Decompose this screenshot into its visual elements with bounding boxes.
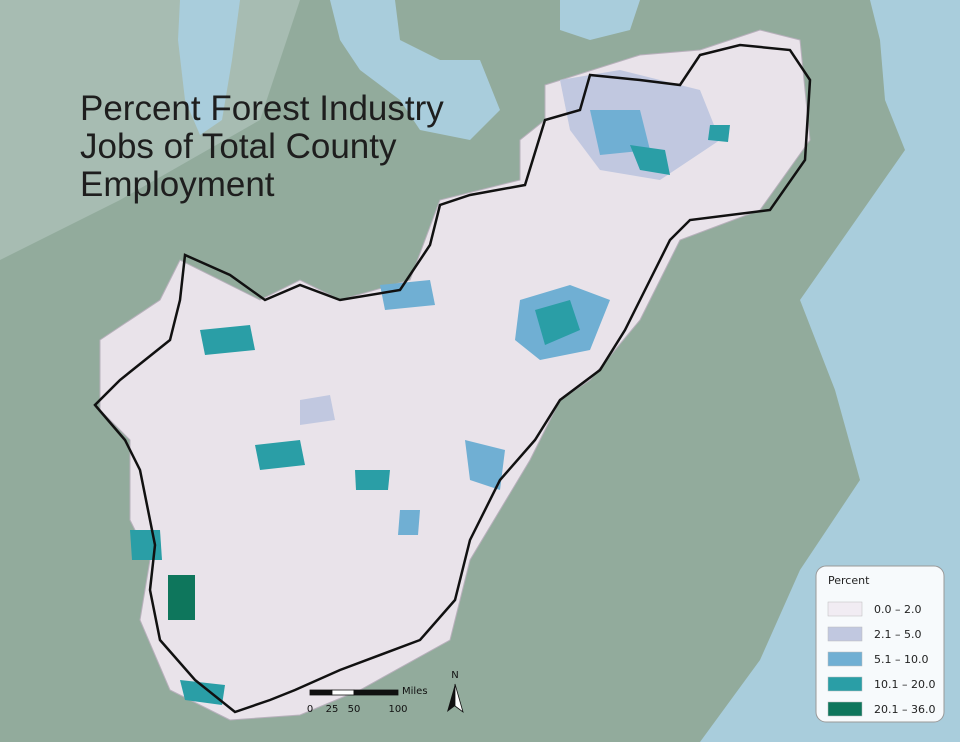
- scale-tick-label: 0: [307, 704, 313, 715]
- lake-ontario: [560, 0, 640, 40]
- legend-label: 20.1 – 36.0: [874, 703, 935, 716]
- legend-label: 5.1 – 10.0: [874, 653, 928, 666]
- arrow-right: [454, 683, 464, 714]
- scale-segment: [331, 689, 355, 696]
- patch: [300, 395, 335, 425]
- county-patches: [130, 70, 730, 705]
- scale-unit: Miles: [402, 686, 428, 697]
- patch: [255, 440, 305, 470]
- legend-swatch: [827, 601, 863, 617]
- scale-tick-label: 25: [326, 704, 339, 715]
- patch: [398, 510, 420, 535]
- patch: [590, 110, 650, 155]
- scale-segment: [353, 689, 399, 696]
- title: Percent Forest Industry Jobs of Total Co…: [80, 89, 444, 204]
- legend-label: 0.0 – 2.0: [874, 603, 921, 616]
- patch: [380, 280, 435, 310]
- patch: [168, 575, 195, 620]
- patch: [465, 440, 505, 490]
- title-line: Employment: [80, 165, 275, 204]
- ocean: [700, 0, 960, 742]
- lake-huron: [330, 0, 500, 140]
- arrow-left: [447, 684, 455, 712]
- patch: [200, 325, 255, 355]
- region-boundary: [93, 43, 812, 714]
- legend-swatch: [827, 626, 863, 642]
- patch: [708, 125, 730, 142]
- legend-swatch: [827, 651, 863, 667]
- patch: [180, 680, 225, 705]
- legend-swatch: [827, 676, 863, 692]
- title-line: Jobs of Total County: [80, 127, 397, 166]
- scale-segment: [309, 689, 333, 696]
- scale-tick-label: 50: [348, 704, 361, 715]
- patch: [535, 300, 580, 345]
- scale-bar: Miles 0 25 50 100: [307, 686, 428, 715]
- north-label: N: [451, 670, 458, 681]
- patch: [630, 145, 670, 175]
- legend: Percent 0.0 – 2.0 2.1 – 5.0 5.1 – 10.0 10.1…: [815, 565, 945, 723]
- legend-swatch: [827, 701, 863, 717]
- legend-label: 10.1 – 20.0: [874, 678, 935, 691]
- lake-michigan: [178, 0, 240, 135]
- legend-title: Percent: [828, 574, 870, 587]
- scale-tick-label: 100: [388, 704, 407, 715]
- title-line: Percent Forest Industry: [80, 89, 444, 128]
- north-arrow: N: [447, 670, 464, 714]
- patch: [130, 530, 162, 560]
- legend-label: 2.1 – 5.0: [874, 628, 921, 641]
- legend-box: [815, 565, 945, 723]
- patch: [355, 470, 390, 490]
